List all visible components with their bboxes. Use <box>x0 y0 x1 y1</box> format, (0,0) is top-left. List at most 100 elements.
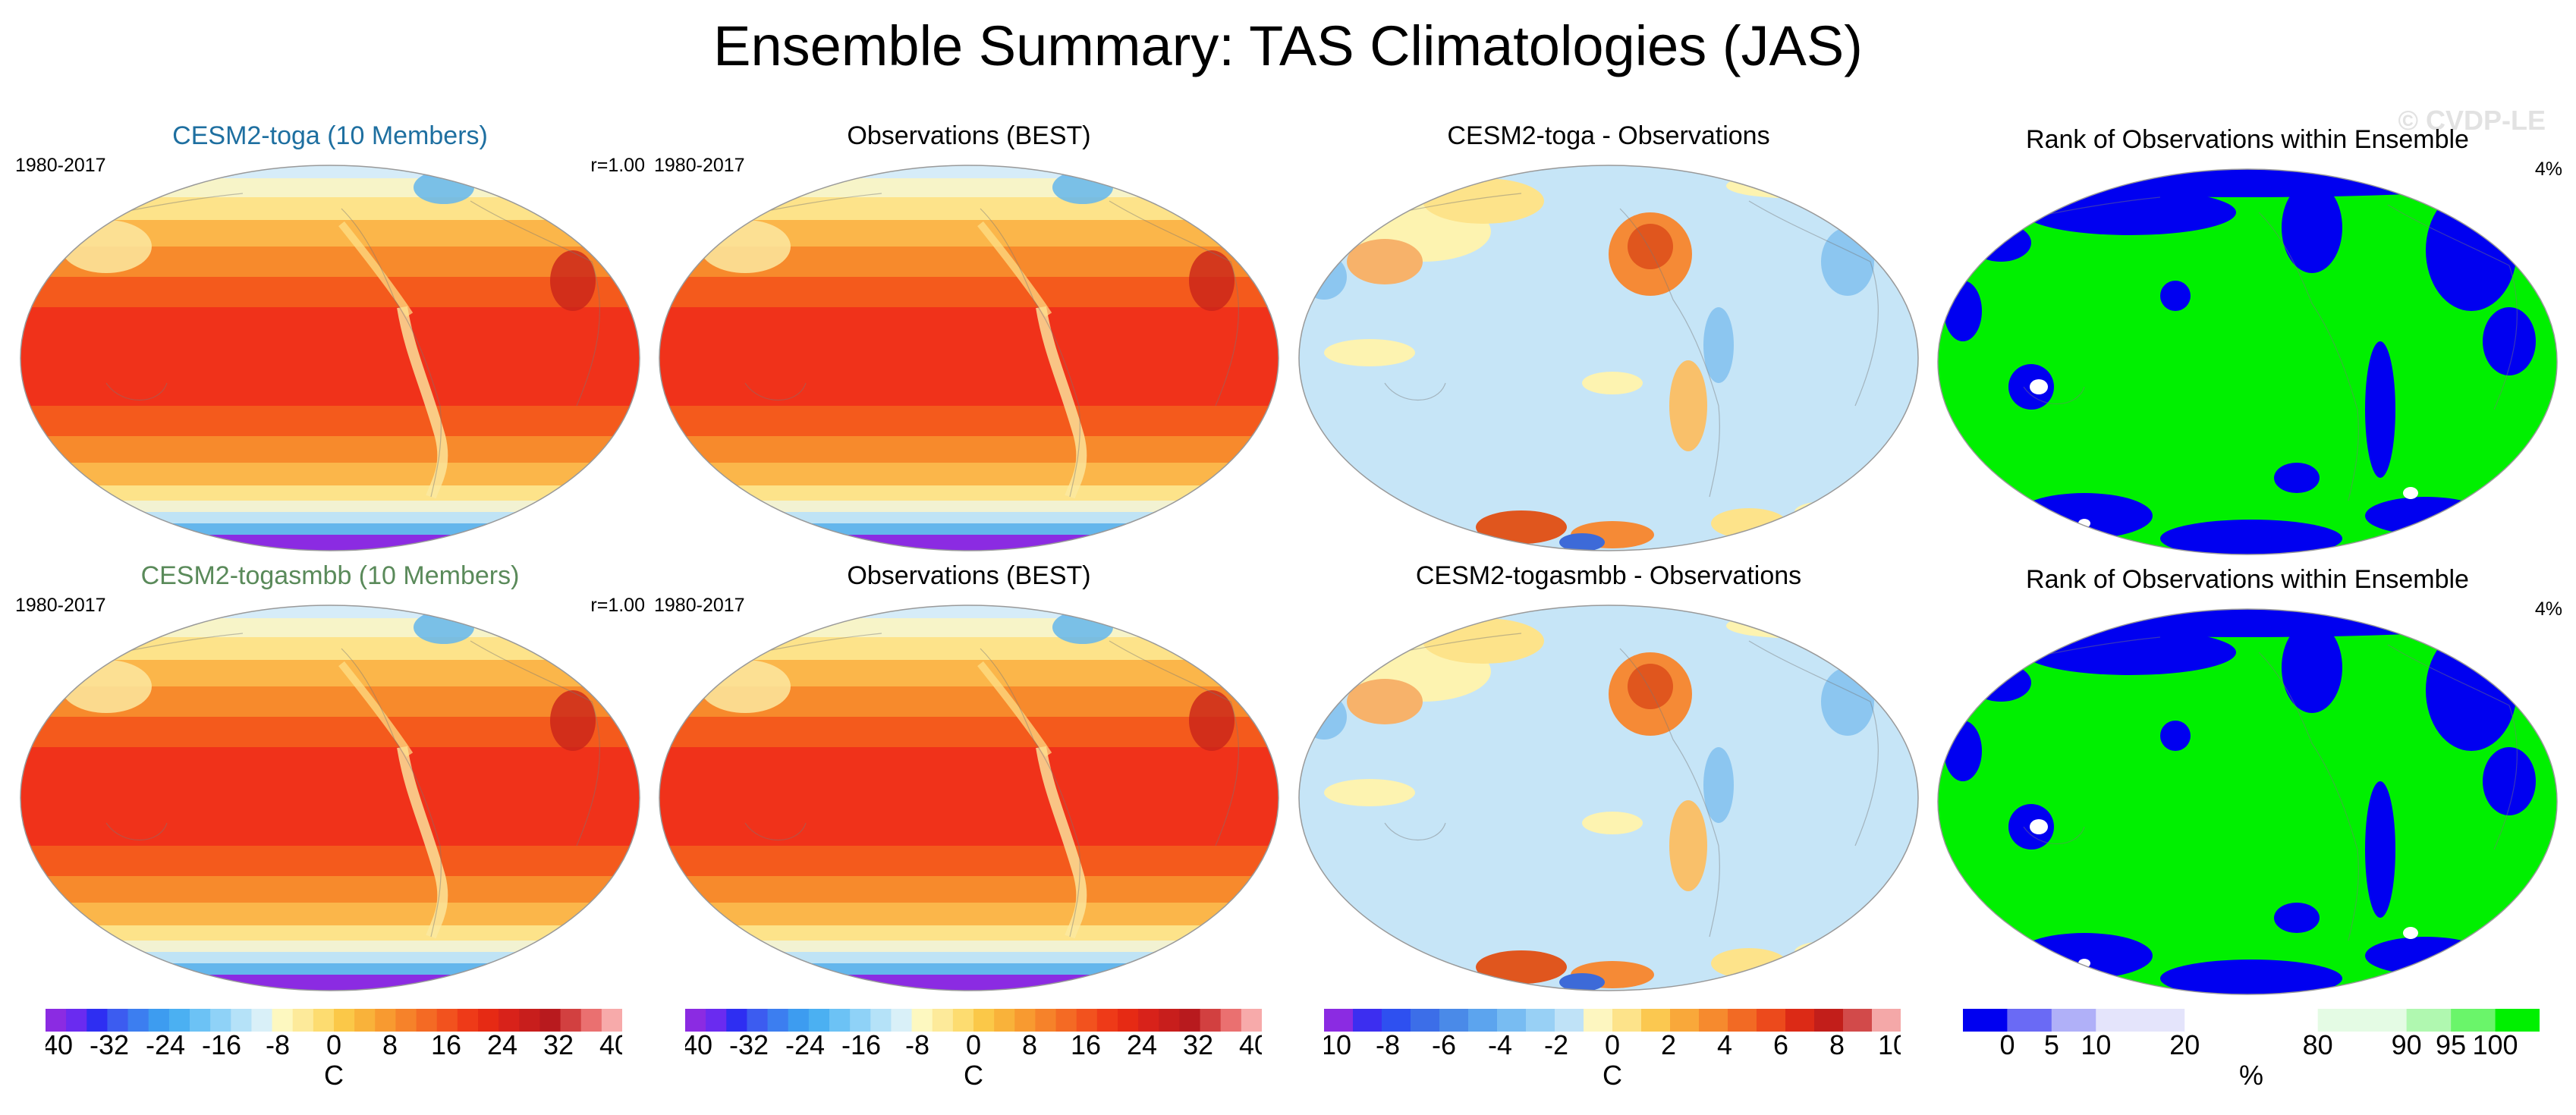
panel-model-clim-1: CESM2-toga (10 Members) 1980-2017 r=1.00 <box>15 121 645 561</box>
colorbar-tick-label: 32 <box>543 1029 574 1060</box>
colorbar-swatch <box>127 1009 149 1032</box>
coastline <box>2258 212 2359 501</box>
colorbar-tick-label: -32 <box>90 1029 129 1060</box>
rank-low-region <box>2282 622 2342 713</box>
figure-title: Ensemble Summary: TAS Climatologies (JAS… <box>713 14 1863 77</box>
colorbar-tick-label: -8 <box>1376 1029 1400 1060</box>
colorbar-tick-label: 20 <box>2169 1029 2200 1060</box>
andes-cool-strip <box>397 746 448 939</box>
colorbar-swatch <box>2096 1009 2185 1032</box>
tibet-cool-spot <box>61 220 152 273</box>
coastline <box>744 382 807 400</box>
tibet-cool-spot <box>61 660 152 713</box>
diff-anomaly <box>1711 508 1787 539</box>
rank-mid-region <box>2030 819 2048 834</box>
colorbar-swatch <box>1439 1009 1469 1032</box>
diff-anomaly <box>1582 812 1643 834</box>
diff-anomaly <box>1794 501 1855 523</box>
panel-title: Rank of Observations within Ensemble <box>2026 125 2469 154</box>
coastline <box>1748 640 1879 846</box>
colorbar-swatch <box>2317 1009 2407 1032</box>
temp-band <box>659 501 1279 512</box>
colorbar-swatch <box>1757 1009 1786 1032</box>
colorbar-tick-label: -8 <box>905 1029 929 1060</box>
colorbar-swatch <box>891 1009 913 1032</box>
colorbar-swatch <box>1612 1009 1642 1032</box>
colorbar-tick-label: 4 <box>1717 1029 1732 1060</box>
colorbar-swatch <box>870 1009 892 1032</box>
temp-band <box>659 197 1279 220</box>
temp-band <box>20 178 640 197</box>
colorbar-tick-label: 10 <box>1878 1029 1901 1060</box>
map-field <box>1299 605 1918 991</box>
map-field <box>659 165 1279 551</box>
colorbar-swatch <box>251 1009 273 1032</box>
colorbar-swatch <box>1584 1009 1613 1032</box>
colorbar-swatch <box>808 1009 830 1032</box>
colorbar-tick-label: 24 <box>1127 1029 1157 1060</box>
colorbar-swatch <box>457 1009 479 1032</box>
temp-band <box>659 512 1279 523</box>
colorbar-tick-label: 0 <box>966 1029 981 1060</box>
greenland-spot <box>1052 611 1113 644</box>
rank-low-region <box>1944 721 1982 781</box>
coastline <box>2387 204 2518 410</box>
temp-band <box>20 436 640 463</box>
colorbar-clim-2: -40 -32 -24 -16 -8 0 8 16 24 32 40 C <box>685 1009 1262 1115</box>
colorbar-swatch <box>1324 1009 1354 1032</box>
colorbar-swatch <box>1055 1009 1077 1032</box>
temp-band <box>659 307 1279 406</box>
rank-low-region <box>1938 169 2557 197</box>
temp-band <box>20 501 640 512</box>
diff-anomaly <box>1324 339 1415 366</box>
colorbar-swatch <box>911 1009 933 1032</box>
colorbar-swatch <box>148 1009 170 1032</box>
colorbar-tick-label: 8 <box>382 1029 398 1060</box>
temp-band <box>20 963 640 975</box>
watermark: © CVDP-LE <box>2398 105 2546 136</box>
rank-background <box>1938 609 2557 994</box>
colorbar-swatch <box>1179 1009 1201 1032</box>
diff-anomaly <box>1400 523 1461 546</box>
colorbar-swatch <box>2406 1009 2452 1032</box>
colorbar-tick-label: -32 <box>729 1029 769 1060</box>
colorbar-tick-label: 24 <box>487 1029 517 1060</box>
colorbar-swatch <box>86 1009 108 1032</box>
colorbar-swatch <box>1641 1009 1671 1032</box>
temp-band <box>659 941 1279 952</box>
diff-cool-anomaly <box>1559 973 1605 991</box>
diff-anomaly <box>1582 372 1643 394</box>
diff-anomaly <box>1628 224 1673 269</box>
colorbar-swatch <box>1138 1009 1159 1032</box>
colorbar-tick-label: -16 <box>202 1029 241 1060</box>
temp-band <box>659 277 1279 307</box>
colorbar-swatch <box>1699 1009 1728 1032</box>
coastline <box>1748 200 1879 407</box>
map-outline <box>1937 168 2558 555</box>
rank-mid-region <box>2030 379 2048 394</box>
temp-band <box>659 605 1279 618</box>
colorbar-swatch <box>1526 1009 1555 1032</box>
colorbar-swatch <box>46 1009 67 1032</box>
panel-model-clim-2: CESM2-togasmbb (10 Members) 1980-2017 r=… <box>15 561 645 1001</box>
rank-low-region <box>2160 281 2191 311</box>
colorbar-swatch <box>395 1009 417 1032</box>
temp-band <box>20 197 640 220</box>
colorbar-swatch <box>334 1009 355 1032</box>
colorbar-swatch <box>2451 1009 2496 1032</box>
colorbar-tick-label: 0 <box>1605 1029 1620 1060</box>
temp-band <box>659 463 1279 485</box>
map-diff <box>1298 165 1919 551</box>
temp-band <box>20 463 640 485</box>
map-rank <box>1937 168 2558 555</box>
temp-band <box>659 963 1279 975</box>
colorbar-tick-label: -40 <box>46 1029 73 1060</box>
colorbar-swatch <box>66 1009 87 1032</box>
temp-band <box>659 876 1279 903</box>
panel-obs-clim-2: Observations (BEST) 1980-2017 <box>654 561 1284 1001</box>
map-rank <box>1937 608 2558 995</box>
temp-band <box>659 903 1279 925</box>
panel-corr: r=1.00 <box>590 155 645 176</box>
colorbar-tick-label: -10 <box>1324 1029 1351 1060</box>
rockies-strip <box>977 661 1052 757</box>
